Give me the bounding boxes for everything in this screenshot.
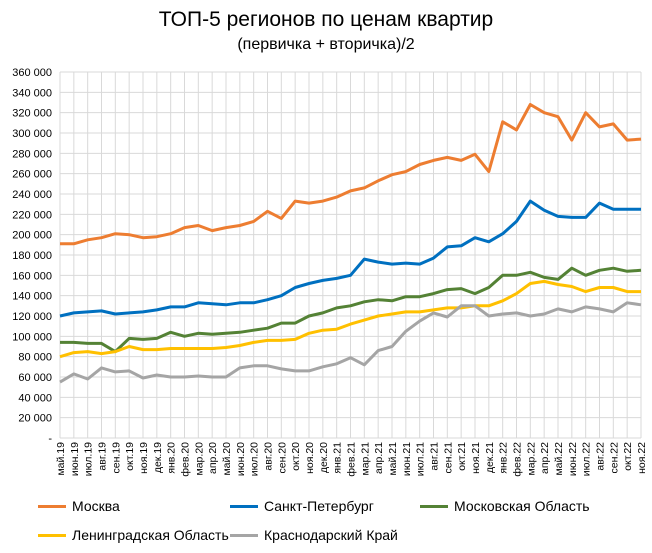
series-line-4 <box>59 301 642 384</box>
x-tick-label: сен.19 <box>110 442 122 474</box>
x-tick-label: янв.22 <box>498 442 510 474</box>
legend-swatch <box>420 504 448 508</box>
y-tick-label: 280 000 <box>12 148 52 160</box>
series-line-3 <box>59 279 641 359</box>
series-line-1 <box>59 199 641 318</box>
y-tick-label: 180 000 <box>12 250 52 262</box>
x-tick-label: окт.20 <box>290 442 302 471</box>
y-tick-label: - <box>48 433 52 445</box>
legend-item: Краснодарский Край <box>230 527 398 543</box>
legend-swatch <box>38 504 66 508</box>
y-tick-label: 200 000 <box>12 230 52 242</box>
y-tick-label: 360 000 <box>12 67 52 79</box>
x-tick-label: ноя.19 <box>138 442 150 474</box>
y-tick-label: 320 000 <box>12 108 52 120</box>
x-tick-label: авг.22 <box>595 442 607 471</box>
x-tick-label: авг.20 <box>263 442 275 471</box>
x-tick-label: май.20 <box>221 442 233 476</box>
x-tick-label: июн.20 <box>235 442 247 476</box>
y-tick-label: 260 000 <box>12 169 52 181</box>
x-tick-label: июл.20 <box>249 442 261 476</box>
x-tick-label: ноя.21 <box>470 442 482 474</box>
x-tick-label: дек.19 <box>152 442 164 473</box>
x-tick-label: апр.22 <box>539 442 551 474</box>
x-tick-label: ноя.20 <box>304 442 316 474</box>
chart-subtitle: (первичка + вторичка)/2 <box>237 36 415 53</box>
x-tick-label: авг.19 <box>97 442 109 471</box>
x-tick-label: янв.20 <box>166 442 178 474</box>
x-tick-label: фев.22 <box>512 442 524 477</box>
x-tick-label: дек.21 <box>484 442 496 473</box>
x-tick-label: июл.22 <box>581 442 593 476</box>
y-tick-label: 240 000 <box>12 189 52 201</box>
y-tick-label: 220 000 <box>12 209 52 221</box>
x-tick-label: июн.21 <box>401 442 413 476</box>
legend-item: Ленинградская Область <box>38 527 229 543</box>
legend-swatch <box>230 533 258 537</box>
y-tick-label: 160 000 <box>12 270 52 282</box>
x-tick-label: май.21 <box>387 442 399 476</box>
x-tick-label: апр.21 <box>373 442 385 474</box>
legend-swatch <box>38 533 66 537</box>
chart-title: ТОП-5 регионов по ценам квартир <box>158 8 494 31</box>
x-tick-label: фев.20 <box>180 442 192 477</box>
legend-item: Московская Область <box>420 498 590 514</box>
x-tick-label: июн.22 <box>567 442 579 476</box>
x-tick-label: окт.19 <box>124 442 136 471</box>
y-tick-label: 80 000 <box>18 352 52 364</box>
x-tick-label: фев.21 <box>346 442 358 477</box>
legend-label: Ленинградская Область <box>72 527 229 543</box>
x-tick-label: май.19 <box>55 442 67 476</box>
legend-label: Краснодарский Край <box>264 527 398 543</box>
legend-item: Санкт-Петербург <box>230 498 374 514</box>
legend-label: Москва <box>72 498 120 514</box>
legend-label: Санкт-Петербург <box>264 498 374 514</box>
x-tick-label: янв.21 <box>332 442 344 474</box>
x-tick-label: июл.19 <box>83 442 95 476</box>
x-tick-label: сен.22 <box>608 442 620 474</box>
x-tick-label: июл.21 <box>415 442 427 476</box>
x-tick-label: окт.22 <box>622 442 634 471</box>
x-tick-label: май.22 <box>553 442 565 476</box>
x-tick-label: окт.21 <box>456 442 468 471</box>
x-tick-label: мар.22 <box>525 442 537 476</box>
x-tick-label: июн.19 <box>69 442 81 476</box>
x-tick-label: дек.20 <box>318 442 330 473</box>
series-line-0 <box>60 103 642 246</box>
y-tick-label: 100 000 <box>12 331 52 343</box>
y-tick-label: 120 000 <box>12 311 52 323</box>
x-tick-label: сен.21 <box>442 442 454 474</box>
y-tick-label: 40 000 <box>18 392 52 404</box>
x-tick-label: мар.21 <box>359 442 371 476</box>
x-tick-label: ноя.22 <box>636 442 648 474</box>
y-tick-label: 140 000 <box>12 291 52 303</box>
x-tick-label: мар.20 <box>193 442 205 476</box>
y-tick-label: 300 000 <box>12 128 52 140</box>
legend-item: Москва <box>38 498 120 514</box>
x-tick-label: авг.21 <box>429 442 441 471</box>
y-tick-label: 340 000 <box>12 87 52 99</box>
legend-label: Московская Область <box>454 498 590 514</box>
series-line-2 <box>60 266 642 354</box>
x-tick-label: апр.20 <box>207 442 219 474</box>
y-tick-label: 20 000 <box>18 413 52 425</box>
legend-swatch <box>230 504 258 508</box>
x-tick-label: сен.20 <box>276 442 288 474</box>
y-tick-label: 60 000 <box>18 372 52 384</box>
